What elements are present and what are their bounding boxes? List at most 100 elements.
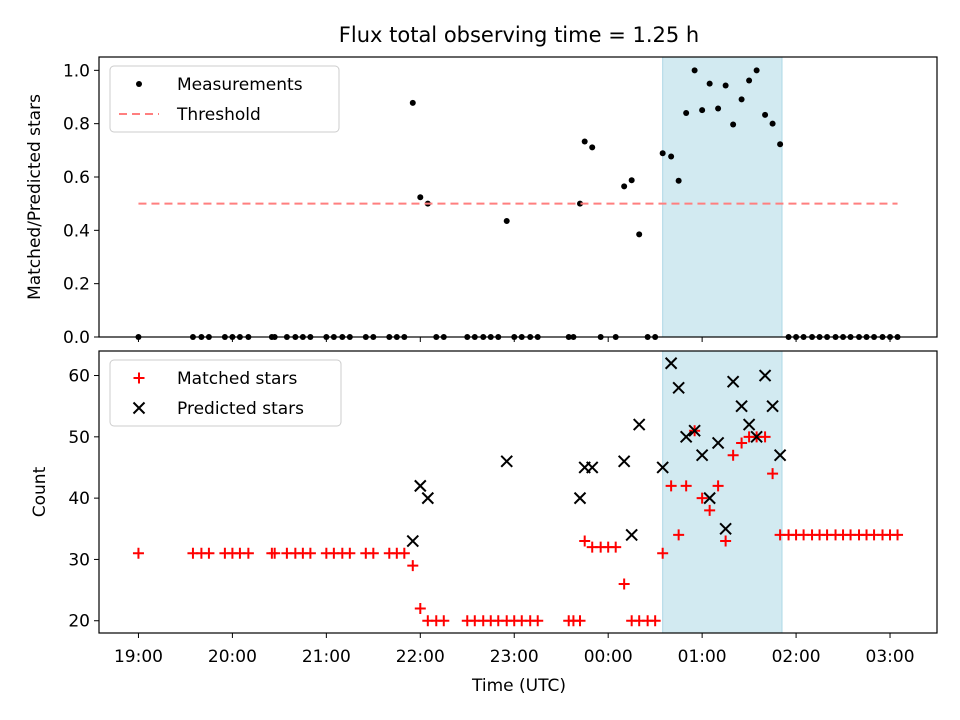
x-tick-label: 03:00 (866, 647, 915, 667)
predicted-star-point (719, 522, 732, 535)
y-tick-label: 0.0 (63, 328, 90, 348)
y-tick-label: 0.8 (63, 115, 90, 135)
legend: Matched stars Predicted stars (109, 359, 342, 427)
top-panel: 0.0 0.2 0.4 0.6 0.8 1.0 Matched/Predicted star… (25, 56, 938, 348)
measurement-point (577, 200, 584, 207)
predicted-star-point (758, 369, 772, 382)
matched-star-point (892, 529, 904, 541)
predicted-star-point (750, 430, 763, 444)
matched-star-point (680, 480, 692, 492)
chart-title: Flux total observing time = 1.25 h (339, 23, 699, 47)
predicted-star-point (679, 430, 693, 444)
matched-star-point (767, 468, 779, 480)
x-axis-label: Time (UTC) (471, 676, 566, 696)
y-tick-label: 50 (68, 428, 90, 448)
matched-star-point (414, 602, 426, 614)
measurement-point (715, 105, 722, 112)
measurement-point (722, 82, 729, 89)
measurement-point (409, 99, 416, 106)
measurement-point (762, 111, 769, 118)
measurement-point (636, 231, 643, 238)
predicted-star-point (672, 381, 685, 394)
x-tick-label: 23:00 (490, 647, 539, 667)
measurement-point (581, 138, 588, 145)
x-tick-label: 22:00 (396, 647, 445, 667)
measurement-point (730, 121, 737, 128)
legend-box (109, 359, 342, 427)
predicted-star-point (406, 534, 419, 548)
matched-star-point (398, 547, 410, 559)
x-tick-label: 20:00 (208, 647, 257, 667)
measurement-point (699, 107, 706, 114)
y-tick-label: 0.4 (63, 221, 90, 241)
predicted-star-point (773, 449, 787, 462)
matched-star-point (367, 547, 379, 559)
measurement-point (659, 150, 666, 157)
legend: Measurements Threshold (109, 65, 340, 133)
axes-frame (98, 350, 938, 634)
predicted-star-point (632, 418, 646, 431)
legend-label: Predicted stars (177, 399, 304, 419)
matched-star-point (574, 615, 586, 627)
matched-star-point (657, 547, 669, 559)
y-tick-label: 1.0 (63, 61, 90, 81)
x-tick-label: 21:00 (302, 647, 351, 667)
measurement-point (675, 177, 682, 184)
y-tick-label: 0.2 (63, 275, 90, 295)
predicted-star-point (726, 375, 740, 388)
y-tick-label: 0.6 (63, 168, 90, 188)
predicted-star-point (703, 491, 716, 505)
matched-star-point (269, 547, 281, 559)
matched-star-point (736, 437, 748, 449)
matched-star-point (727, 449, 739, 461)
predicted-star-point (664, 357, 678, 370)
matched-star-point (673, 529, 685, 541)
measurement-point (589, 144, 596, 151)
measurement-point (706, 80, 713, 87)
predicted-star-point (656, 461, 669, 474)
matched-star-point (759, 431, 771, 443)
predicted-star-point (742, 418, 756, 431)
legend-label: Measurements (177, 75, 303, 95)
matched-star-point (712, 480, 724, 492)
x-tick-label: 02:00 (772, 647, 821, 667)
matched-star-point (618, 578, 630, 590)
predicted-star-point (500, 455, 513, 468)
matched-star-point (696, 492, 708, 504)
shaded-observing-interval (662, 56, 783, 338)
measurement-point (417, 194, 424, 201)
y-tick-label: 40 (68, 489, 90, 509)
predicted-star-point (735, 399, 748, 413)
measurement-point (628, 177, 635, 184)
measurement-point (738, 96, 745, 103)
measurement-point (683, 110, 690, 116)
measurement-point (777, 141, 784, 148)
predicted-star-point (711, 436, 725, 450)
legend-label: Threshold (176, 105, 261, 125)
matched-star-point (665, 480, 677, 492)
matched-star-point (610, 541, 622, 553)
measurement-point (503, 218, 510, 224)
y-tick-label: 20 (68, 612, 90, 632)
predicted-star-point (617, 455, 631, 468)
matched-star-point (344, 547, 356, 559)
measurement-point (753, 67, 760, 74)
legend-box (109, 65, 340, 133)
shaded-observing-interval (662, 350, 783, 634)
predicted-star-point (688, 424, 701, 437)
matched-star-point (704, 504, 716, 516)
matched-star-point (438, 615, 450, 627)
y-axis-label: Count (30, 466, 50, 517)
matched-star-point (407, 560, 419, 572)
legend-marker-matched (133, 372, 145, 384)
y-axis-label: Matched/Predicted stars (25, 94, 45, 300)
matched-star-point (132, 547, 144, 559)
matched-star-point (579, 535, 591, 547)
axes-frame (98, 56, 938, 338)
x-tick-label: 19:00 (114, 647, 163, 667)
predicted-star-point (414, 479, 427, 493)
measurement-point (746, 77, 753, 84)
y-tick-label: 60 (68, 367, 90, 387)
measurement-point (621, 183, 628, 190)
